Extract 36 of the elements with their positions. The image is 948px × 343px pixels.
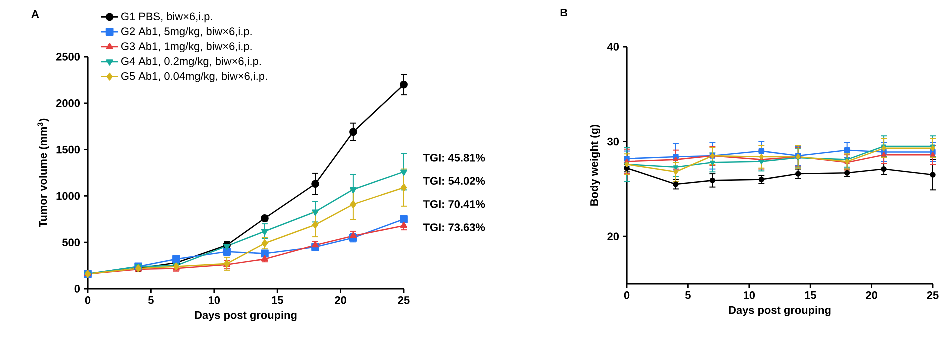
y-tick-label: 0 — [74, 285, 80, 293]
x-tick-label: 5 — [686, 292, 691, 300]
text: TGI: 45.81% — [423, 154, 486, 162]
y-tick-label: 20 — [608, 232, 620, 240]
chart-title: A — [32, 10, 40, 18]
legend-label: G1 PBS, biw×6,i.p. — [122, 12, 212, 23]
y-axis-title: Tumor volume (mm$^{3}$) — [38, 118, 50, 228]
text: TGI: 54.02% — [423, 177, 486, 186]
text: TGI: 70.41% — [423, 200, 486, 208]
legend-label: G2 Ab1, 5mg/kg, biw×6,i.p. — [122, 27, 252, 38]
x-tick-label: 10 — [744, 292, 756, 300]
y-axis-title: Body weight (g) — [590, 124, 600, 206]
legend-label: G4 Ab1, 0.2mg/kg, biw×6,i.p. — [122, 57, 261, 68]
x-axis-title: Days post grouping — [729, 306, 831, 316]
x-tick-label: 20 — [866, 292, 878, 300]
y-tick-label: 1500 — [56, 146, 80, 154]
chart-title: B — [560, 9, 568, 17]
y-tick-label: 500 — [62, 238, 80, 246]
x-axis-title: Days post grouping — [195, 311, 297, 322]
x-tick-label: 10 — [208, 296, 220, 304]
x-tick-label: 15 — [272, 296, 284, 304]
x-tick-label: 5 — [148, 296, 154, 304]
x-tick-label: 0 — [624, 292, 630, 300]
legend-label: G5 Ab1, 0.04mg/kg, biw×6,i.p. — [122, 72, 268, 82]
legend-label: G3 Ab1, 1mg/kg, biw×6,i.p. — [122, 42, 252, 53]
y-tick-label: 30 — [608, 138, 620, 146]
y-tick-label: 2000 — [56, 100, 80, 108]
x-tick-label: 25 — [927, 292, 939, 300]
text: TGI: 73.63% — [423, 224, 486, 232]
x-tick-label: 20 — [335, 296, 346, 304]
y-tick-label: 2500 — [56, 53, 80, 61]
x-tick-label: 15 — [805, 292, 816, 300]
x-tick-label: 0 — [85, 296, 91, 304]
y-tick-label: 1000 — [56, 192, 80, 200]
y-tick-label: 40 — [607, 43, 620, 51]
x-tick-label: 25 — [398, 296, 410, 304]
